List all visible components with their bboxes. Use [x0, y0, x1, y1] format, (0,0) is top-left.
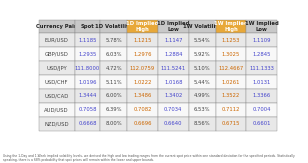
- Text: Using the 1-Day and 1-Week implied volatility levels, we derived the high and lo: Using the 1-Day and 1-Week implied volat…: [3, 154, 295, 162]
